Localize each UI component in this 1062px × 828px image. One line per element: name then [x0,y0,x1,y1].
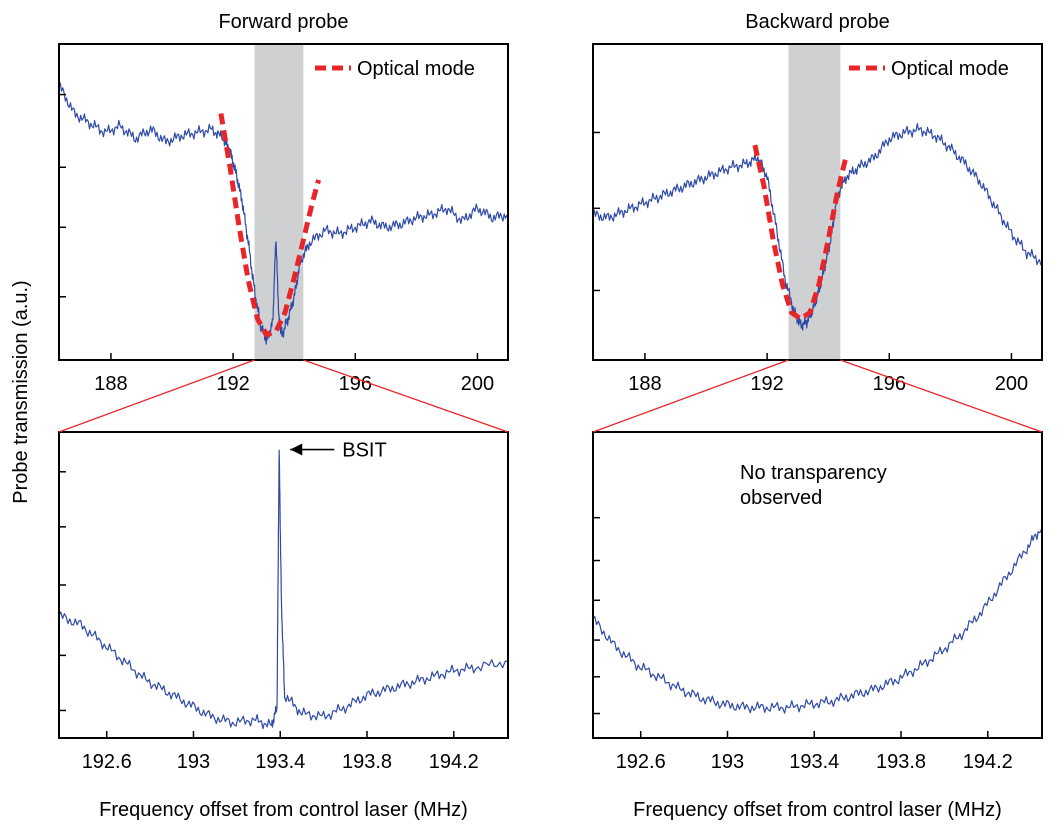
series-line-backward-bottom [593,526,1042,714]
zoom-line-left [58,359,255,433]
annotation-text: No transparency observed [740,462,887,509]
x-tick-label: 193.8 [342,751,392,773]
series-line-backward-top [593,123,1042,331]
panel-backward-bottom: 192.6 193 193.4 193.8 194.2 Frequency offset … [592,431,1043,821]
optical-mode-fit-forward-top [218,113,322,338]
panel-forward-top: 188 192 196 200 Forward probe Optical mode [58,11,509,395]
series-line-forward-bottom [59,449,508,730]
x-tick-label: 200 [461,373,494,395]
x-tick-label: 193 [177,751,210,773]
x-axis-label: Frequency offset from control laser (MHz… [99,799,468,821]
plot-area [593,526,1042,714]
x-tick-label: 196 [873,373,906,395]
x-tick-label: 194.2 [429,751,479,773]
x-tick-label: 192.6 [616,751,666,773]
x-tick-label: 193.4 [789,751,839,773]
x-tick-label: 193.4 [255,751,305,773]
plot-area [593,123,1042,331]
legend-label: Optical mode [357,58,475,80]
x-tick-label: 193 [711,751,744,773]
zoom-line-left [592,359,789,433]
x-tick-label: 194.2 [963,751,1013,773]
zoom-line-right [303,359,509,433]
panel-title: Backward probe [745,11,890,33]
y-axis-label: Probe transmission (a.u.) [10,280,32,503]
x-tick-label: 192 [750,373,783,395]
x-axis-label: Frequency offset from control laser (MHz… [633,799,1002,821]
arrow-head [290,443,303,456]
legend-label: Optical mode [891,58,1009,80]
plot-frame [592,431,1043,739]
plot-area [59,449,508,730]
plot-frame [58,431,509,739]
highlight-band [788,44,841,360]
series-line-forward-top [59,82,508,345]
x-tick-label: 188 [628,373,661,395]
x-tick-label: 192 [216,373,249,395]
x-tick-label: 188 [94,373,127,395]
plot-area [59,82,508,345]
zoom-line-right [840,359,1043,433]
plot-frame [58,43,509,361]
plot-frame [592,43,1043,361]
panel-backward-top: 188 192 196 200 Backward probe Optical mode [592,11,1043,395]
panel-title: Forward probe [218,11,348,33]
panel-forward-bottom: 192.6 193 193.4 193.8 194.2 Frequency offset … [58,431,509,821]
annotation-text: BSIT [342,440,386,462]
x-tick-label: 200 [995,373,1028,395]
x-tick-label: 193.8 [876,751,926,773]
x-tick-label: 196 [339,373,372,395]
optical-mode-fit-backward-top [752,144,849,322]
x-tick-label: 192.6 [82,751,132,773]
